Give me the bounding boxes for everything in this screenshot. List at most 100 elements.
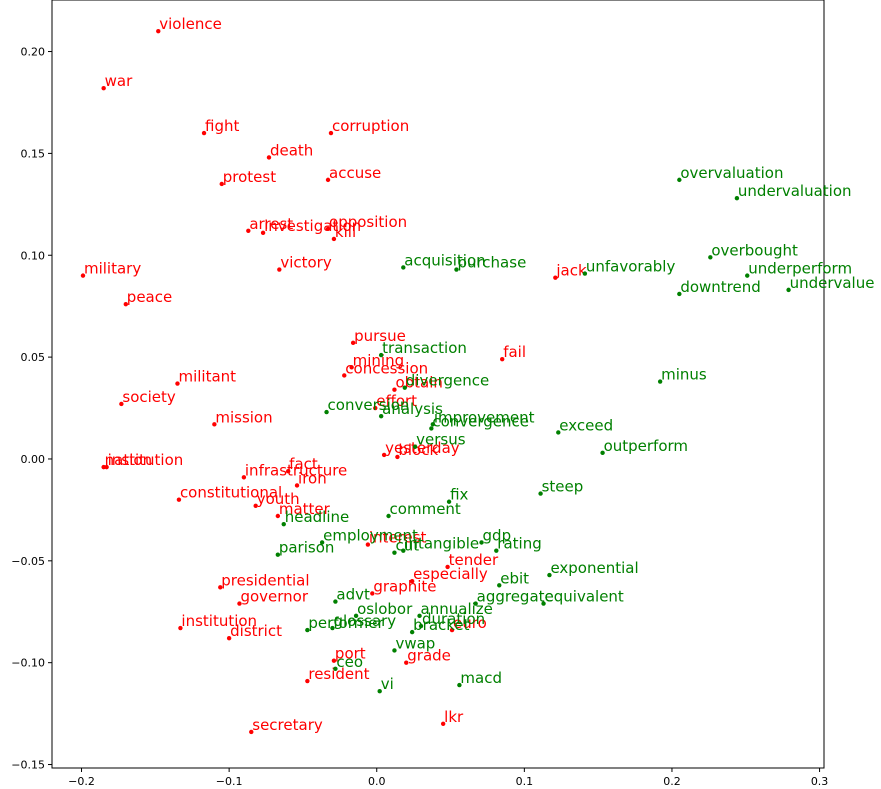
point-label: mission — [215, 408, 272, 426]
point-label: vi — [381, 675, 394, 693]
point-label: aggregate — [477, 588, 554, 606]
point — [454, 267, 459, 272]
point-label: institution — [181, 612, 257, 630]
point-label: convergence — [432, 412, 529, 430]
point — [275, 552, 281, 557]
point — [473, 601, 478, 606]
point — [246, 228, 251, 234]
point-label: underperform — [748, 260, 852, 278]
point-label: bracket — [413, 616, 470, 634]
point-label: purchase — [457, 254, 526, 272]
point-label: secretary — [252, 716, 323, 734]
point — [285, 468, 291, 474]
point-label: overvaluation — [680, 164, 783, 182]
point-label: obtain — [395, 374, 442, 392]
point-label: violence — [159, 15, 222, 33]
point — [331, 236, 337, 242]
point — [333, 666, 338, 671]
point — [386, 513, 391, 519]
point-label: institution — [108, 451, 184, 469]
point — [277, 267, 282, 272]
point-label: conversion — [328, 396, 410, 414]
point-label: headline — [285, 508, 350, 526]
point — [553, 275, 558, 280]
point-label: fight — [205, 117, 239, 135]
point-label: lkr — [444, 708, 464, 726]
point — [440, 721, 446, 726]
point — [219, 181, 224, 187]
point — [350, 340, 356, 346]
point-label: block — [398, 441, 438, 459]
point-label: investigation — [264, 217, 361, 235]
x-tick-label: −0.1 — [216, 775, 243, 788]
point — [253, 503, 258, 509]
point-label: acquisition — [404, 251, 485, 269]
y-tick-label: 0.20 — [21, 46, 46, 59]
point-label: kill — [335, 223, 356, 241]
point — [538, 491, 543, 496]
point-label: war — [105, 72, 133, 90]
point-label: nation — [105, 451, 152, 469]
point — [657, 379, 663, 384]
point-label: exponential — [550, 559, 638, 577]
point — [418, 623, 424, 629]
point — [401, 265, 406, 270]
point — [305, 627, 310, 633]
point-label: duration — [422, 610, 485, 628]
point-label: unfavorably — [586, 258, 676, 276]
point-label: ebit — [500, 569, 529, 587]
point — [412, 444, 418, 449]
point-label: port — [335, 645, 366, 663]
point — [500, 356, 505, 362]
point-label: mining — [353, 351, 404, 369]
point-label: euro — [453, 614, 487, 632]
point — [266, 155, 272, 160]
point-label: especially — [413, 565, 488, 583]
point — [449, 627, 455, 633]
point-label: fail — [503, 343, 526, 361]
point-label: vwap — [395, 634, 435, 652]
point — [378, 352, 384, 358]
point — [600, 450, 605, 456]
point — [175, 381, 180, 386]
point — [479, 540, 484, 545]
point-label: yesterday — [385, 439, 460, 457]
point — [786, 287, 791, 293]
point — [392, 387, 397, 392]
point-label: military — [84, 260, 141, 278]
point-label: advt — [336, 586, 370, 604]
y-tick-label: 0.05 — [21, 351, 46, 364]
point-label: macd — [460, 669, 502, 687]
point — [333, 599, 338, 604]
point — [677, 177, 682, 183]
point — [582, 271, 588, 276]
point-label: matter — [279, 500, 331, 518]
point-label: overbought — [711, 241, 798, 259]
point — [237, 601, 242, 606]
x-tick-label: 0.2 — [663, 775, 681, 788]
point — [365, 542, 371, 547]
point-label: gdp — [483, 526, 512, 544]
point — [119, 401, 124, 407]
point-label: peace — [127, 288, 172, 306]
point — [494, 548, 499, 553]
point — [178, 625, 183, 631]
point — [429, 426, 434, 431]
point-label: minus — [661, 366, 707, 384]
point-label: graphite — [373, 577, 436, 595]
point-label: concession — [345, 359, 428, 377]
point-label: versus — [416, 431, 466, 449]
point-label: resident — [308, 665, 369, 683]
point-label: comment — [390, 500, 461, 518]
point-label: tender — [449, 551, 499, 569]
point — [556, 430, 561, 435]
point — [281, 521, 286, 527]
point — [378, 413, 384, 419]
point — [226, 636, 232, 641]
point — [392, 648, 397, 653]
point — [402, 385, 407, 390]
point — [80, 273, 86, 278]
point-label: society — [122, 388, 176, 406]
point — [101, 86, 106, 91]
